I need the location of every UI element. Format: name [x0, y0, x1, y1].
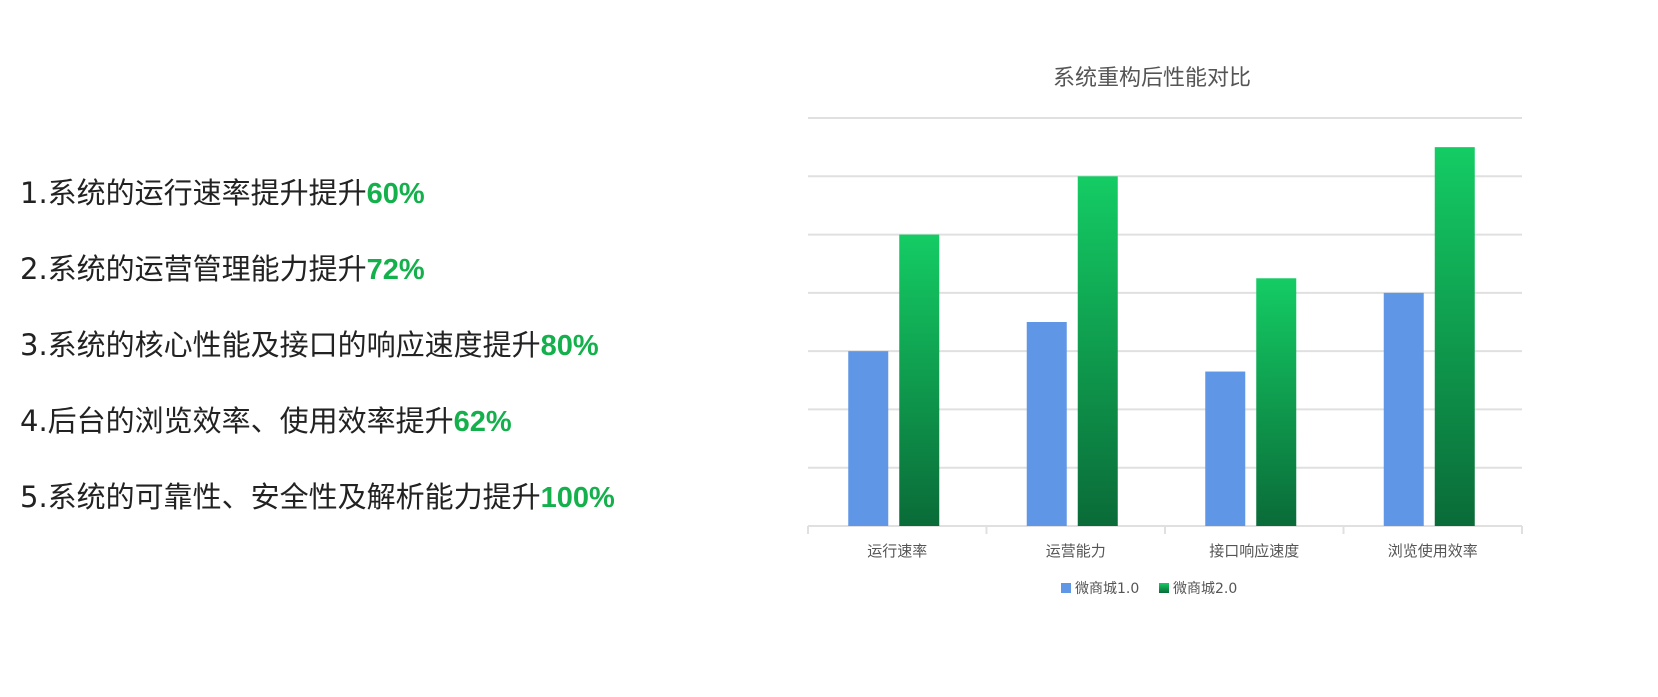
improvement-item: 1.系统的运行速率提升提升60%	[20, 170, 615, 246]
item-percent: 72%	[366, 254, 425, 286]
bar-series1	[1026, 322, 1067, 526]
item-text: 2.系统的运营管理能力提升	[20, 252, 367, 286]
bar-series2	[899, 234, 940, 527]
legend-swatch	[1061, 583, 1071, 593]
improvement-list: 1.系统的运行速率提升提升60% 2.系统的运营管理能力提升72% 3.系统的核…	[20, 170, 615, 550]
chart-title: 系统重构后性能对比	[1053, 66, 1251, 91]
item-text: 5.系统的可靠性、安全性及解析能力提升	[20, 480, 541, 514]
item-percent: 100%	[540, 482, 615, 514]
item-percent: 62%	[453, 406, 512, 438]
x-tick-label: 运营能力	[1046, 542, 1106, 560]
improvement-item: 2.系统的运营管理能力提升72%	[20, 246, 615, 322]
item-percent: 80%	[540, 330, 599, 362]
bar-series1	[1383, 292, 1424, 526]
item-text: 4.后台的浏览效率、使用效率提升	[20, 404, 454, 438]
item-percent: 60%	[366, 178, 425, 210]
improvement-item: 5.系统的可靠性、安全性及解析能力提升100%	[20, 474, 615, 550]
improvement-item: 3.系统的核心性能及接口的响应速度提升80%	[20, 322, 615, 398]
bar-series1	[1205, 371, 1246, 526]
improvement-item: 4.后台的浏览效率、使用效率提升62%	[20, 398, 615, 474]
item-text: 3.系统的核心性能及接口的响应速度提升	[20, 328, 541, 362]
legend-label: 微商城2.0	[1173, 581, 1237, 597]
x-tick-label: 运行速率	[867, 542, 927, 560]
bar-series2	[1077, 176, 1118, 527]
legend-label: 微商城1.0	[1075, 581, 1139, 597]
legend-swatch	[1159, 583, 1169, 593]
item-text: 1.系统的运行速率提升提升	[20, 176, 367, 210]
x-tick-label: 接口响应速度	[1209, 542, 1299, 560]
x-tick-label: 浏览使用效率	[1388, 542, 1478, 560]
bar-series2	[1256, 278, 1297, 526]
bar-series1	[848, 351, 889, 526]
bar-series2	[1434, 147, 1475, 526]
